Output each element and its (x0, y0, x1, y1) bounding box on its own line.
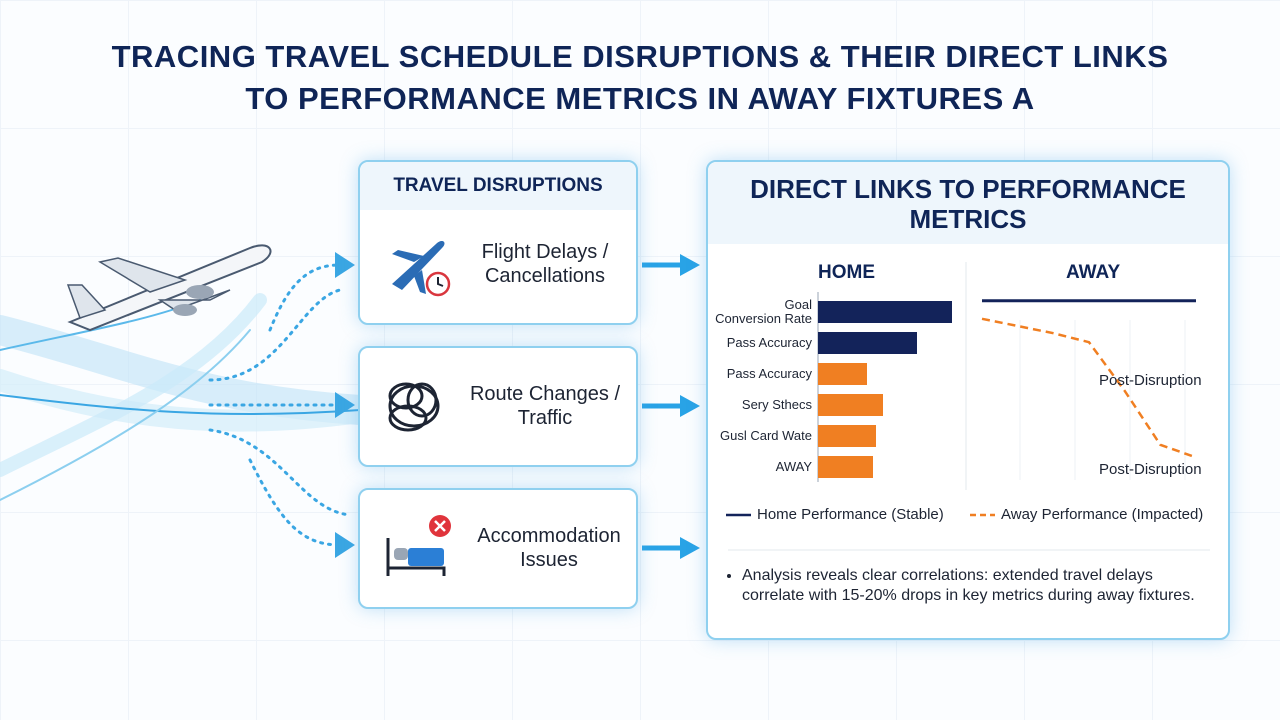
disruption-item: Route Changes / Traffic (469, 383, 621, 429)
chart-title: AWAY (1066, 262, 1121, 283)
annotation: Post-Disruption (1099, 372, 1202, 389)
connectors (208, 263, 352, 547)
bar-label: AWAY (775, 459, 812, 474)
disruption-card: Route Changes / Traffic (358, 346, 638, 467)
bar-label: Goal Conversion Rate (715, 297, 812, 326)
bar (818, 363, 867, 385)
bar (818, 456, 873, 478)
bed-icon (386, 515, 451, 576)
legend-label: Home Performance (Stable) (757, 506, 944, 523)
disruption-card: Accommodation Issues (358, 488, 638, 609)
route-icon (388, 382, 440, 432)
series-line (981, 317, 1197, 459)
plane-icon (66, 244, 272, 332)
disruption-item: Accommodation Issues (477, 525, 621, 571)
card-arrows (642, 254, 700, 559)
panel-title: DIRECT LINKS TO PERFORMANCE METRICS (750, 174, 1186, 234)
disruption-item: Flight Delays / Cancellations (481, 241, 609, 287)
legend-label: Away Performance (Impacted) (1001, 506, 1204, 523)
bar-label: Sery Sthecs (741, 397, 812, 412)
flight-icon (392, 241, 451, 297)
grid-decor (1019, 320, 1186, 480)
bar (818, 332, 917, 354)
note-text: Analysis reveals clear correlations: ext… (742, 566, 1198, 606)
bar (818, 301, 952, 323)
note: Analysis reveals clear correlations: ext… (728, 566, 1198, 606)
annotation: Post-Disruption (1099, 461, 1202, 478)
bar (818, 425, 876, 447)
chart-title: HOME (818, 262, 875, 283)
card-header: TRAVEL DISRUPTIONS (360, 162, 636, 210)
bar (818, 394, 883, 416)
bar-label: Pass Accuracy (726, 335, 812, 350)
bar-label: Pass Accuracy (726, 366, 812, 381)
disruption-card: TRAVEL DISRUPTIONS Flight Delays / Cance… (358, 160, 638, 325)
card-title: TRAVEL DISRUPTIONS (393, 175, 603, 196)
title: TRACING TRAVEL SCHEDULE DISRUPTIONS & TH… (111, 39, 1169, 116)
bar-label: Gusl Card Wate (720, 428, 812, 443)
metrics-panel (706, 160, 1230, 640)
arrowheads (335, 252, 355, 558)
